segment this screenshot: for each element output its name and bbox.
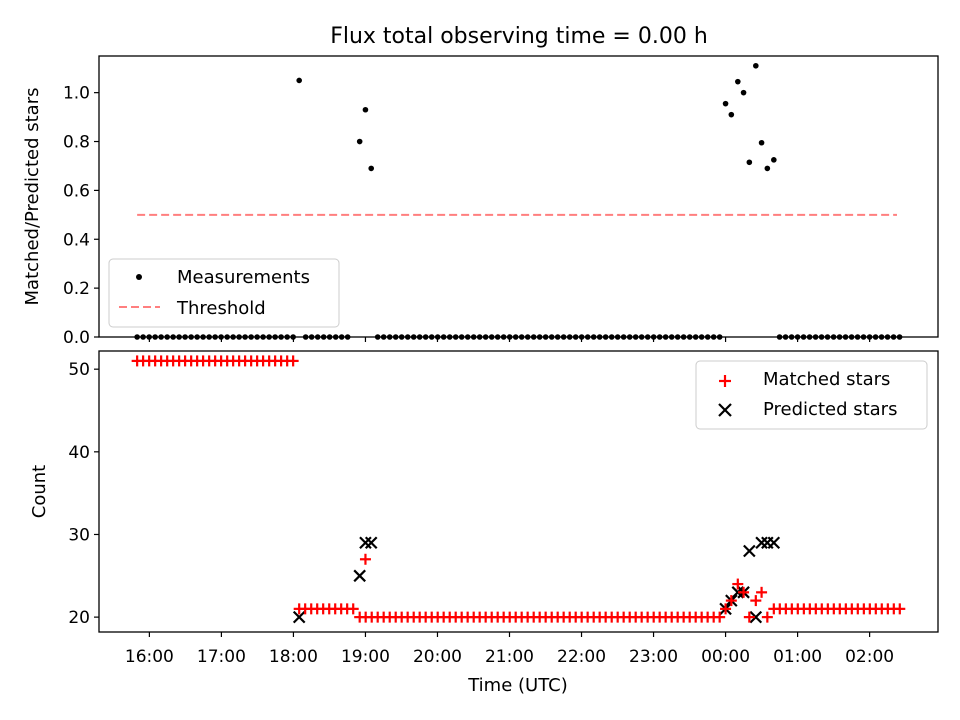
measurement-point xyxy=(356,138,363,145)
y-tick-label: 0.2 xyxy=(63,279,90,299)
matched-star-point xyxy=(714,611,726,623)
matched-star-point xyxy=(725,595,737,607)
y-tick-label: 0.8 xyxy=(63,133,90,153)
top-panel: 0.0 0.2 0.4 0.6 0.8 1.0 Matched/Predicted sta… xyxy=(22,55,939,348)
x-tick-label: 18:00 xyxy=(269,647,318,667)
y-tick-label: 30 xyxy=(68,525,90,545)
cross-stroke xyxy=(749,610,763,624)
measurement-point xyxy=(735,78,741,85)
legend-measurements-marker xyxy=(136,274,142,280)
x-tick-label: 19:00 xyxy=(341,647,390,667)
predicted-star-point xyxy=(749,610,763,624)
y-tick-label: 0.6 xyxy=(63,181,90,201)
cross-stroke xyxy=(731,586,745,599)
bottom-panel: 20 30 40 50 16:00 17:00 18:00 19:00 20:00 21:00 2… xyxy=(29,350,939,696)
matched-star-point xyxy=(756,586,768,598)
y-tick-label: 1.0 xyxy=(63,84,90,104)
chart-title: Flux total observing time = 0.00 h xyxy=(330,24,708,49)
x-tick-label: 22:00 xyxy=(557,647,606,667)
x-tick-label: 16:00 xyxy=(125,647,174,667)
predicted-star-point xyxy=(767,536,781,550)
legend-matched-label: Matched stars xyxy=(763,369,890,390)
top-panel-y-axis: 0.0 0.2 0.4 0.6 0.8 1.0 xyxy=(63,84,99,348)
matched-star-point xyxy=(894,603,906,615)
x-tick-label: 01:00 xyxy=(773,647,822,667)
measurement-point xyxy=(728,111,735,118)
legend-predicted-label: Predicted stars xyxy=(763,399,897,420)
cross-stroke xyxy=(767,536,781,550)
cross-stroke xyxy=(364,536,378,550)
legend-threshold-label: Threshold xyxy=(176,298,266,319)
x-tick-label: 23:00 xyxy=(629,647,678,667)
measurement-point xyxy=(758,139,765,146)
predicted-star-point xyxy=(364,536,378,550)
matched-star-point xyxy=(359,553,371,565)
legend-predicted-marker xyxy=(718,403,732,417)
predicted-star-point xyxy=(359,536,372,550)
x-tick-label: 17:00 xyxy=(197,647,246,667)
x-tick-label: 00:00 xyxy=(701,647,750,667)
x-tick-label: 02:00 xyxy=(845,647,894,667)
matched-star-point xyxy=(750,595,762,607)
top-panel-marks xyxy=(134,62,903,340)
bottom-panel-marks xyxy=(131,355,906,624)
measurement-point xyxy=(746,159,753,166)
matched-star-point xyxy=(347,603,359,615)
predicted-star-point xyxy=(292,610,306,624)
legend-box xyxy=(695,360,928,430)
top-panel-frame xyxy=(98,55,939,338)
predicted-star-point xyxy=(731,586,745,599)
bottom-panel-legend: Matched stars Predicted stars xyxy=(695,360,928,430)
legend-matched-marker xyxy=(719,375,731,387)
measurement-point xyxy=(296,77,302,84)
matched-star-point xyxy=(732,578,744,590)
y-tick-label: 50 xyxy=(68,360,90,380)
measurement-point xyxy=(753,62,759,69)
cross-stroke xyxy=(292,610,306,624)
y-tick-label: 20 xyxy=(68,608,90,628)
matched-star-point xyxy=(720,603,732,615)
bottom-panel-frame xyxy=(98,350,939,633)
measurement-point xyxy=(368,165,375,172)
x-tick-label: 21:00 xyxy=(485,647,534,667)
measurement-point xyxy=(771,157,777,163)
matched-star-point xyxy=(743,611,755,623)
y-tick-label: 0.4 xyxy=(63,230,90,250)
matched-star-point xyxy=(761,611,773,623)
top-panel-x-ticks xyxy=(148,337,871,342)
measurement-point xyxy=(764,165,771,172)
cross-stroke xyxy=(755,536,768,550)
y-tick-label: 40 xyxy=(68,443,90,463)
measurement-point xyxy=(722,100,729,107)
top-panel-legend: Measurements Threshold xyxy=(108,258,340,328)
bottom-panel-y-axis: 20 30 40 50 xyxy=(68,360,99,628)
cross-stroke xyxy=(743,544,756,558)
x-tick-label: 20:00 xyxy=(413,647,462,667)
predicted-star-point xyxy=(755,536,768,550)
bottom-panel-y-label: Count xyxy=(29,465,50,518)
cross-stroke xyxy=(353,569,366,583)
predicted-star-point xyxy=(743,544,756,558)
measurement-point xyxy=(740,89,747,96)
cross-stroke xyxy=(359,536,372,550)
matched-star-point xyxy=(738,586,750,598)
y-tick-label: 0.0 xyxy=(63,328,90,348)
measurement-point xyxy=(362,106,369,113)
bottom-panel-x-axis: 16:00 17:00 18:00 19:00 20:00 21:00 22:00 23:00… xyxy=(125,632,894,667)
matched-star-point xyxy=(287,355,299,367)
legend-box xyxy=(108,258,340,328)
top-panel-y-label: Matched/Predicted stars xyxy=(22,88,43,306)
legend-measurements-label: Measurements xyxy=(177,267,310,288)
x-axis-label: Time (UTC) xyxy=(467,675,568,696)
predicted-star-point xyxy=(353,569,366,583)
